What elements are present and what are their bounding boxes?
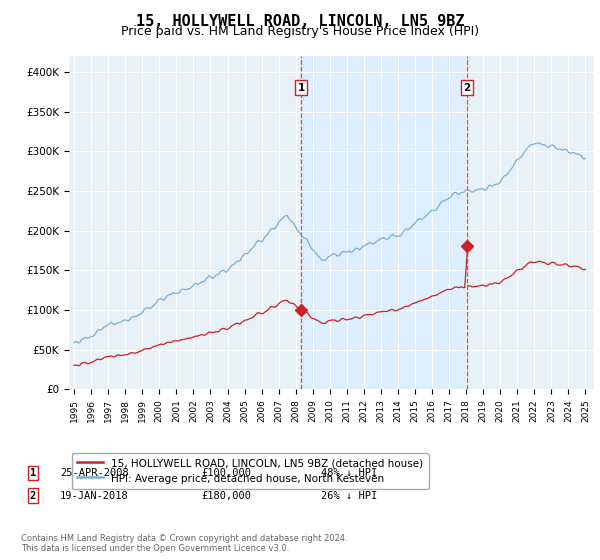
Text: 48% ↓ HPI: 48% ↓ HPI xyxy=(321,468,377,478)
Text: 1: 1 xyxy=(30,468,36,478)
Text: 19-JAN-2018: 19-JAN-2018 xyxy=(60,491,129,501)
Text: 15, HOLLYWELL ROAD, LINCOLN, LN5 9BZ: 15, HOLLYWELL ROAD, LINCOLN, LN5 9BZ xyxy=(136,14,464,29)
Text: Price paid vs. HM Land Registry's House Price Index (HPI): Price paid vs. HM Land Registry's House … xyxy=(121,25,479,38)
Text: £100,000: £100,000 xyxy=(201,468,251,478)
Legend: 15, HOLLYWELL ROAD, LINCOLN, LN5 9BZ (detached house), HPI: Average price, detac: 15, HOLLYWELL ROAD, LINCOLN, LN5 9BZ (de… xyxy=(71,452,428,489)
Bar xyxy=(301,56,467,389)
Text: 26% ↓ HPI: 26% ↓ HPI xyxy=(321,491,377,501)
Text: Contains HM Land Registry data © Crown copyright and database right 2024.
This d: Contains HM Land Registry data © Crown c… xyxy=(21,534,347,553)
Text: 1: 1 xyxy=(298,83,305,93)
Text: 25-APR-2008: 25-APR-2008 xyxy=(60,468,129,478)
Text: £180,000: £180,000 xyxy=(201,491,251,501)
Text: 2: 2 xyxy=(30,491,36,501)
Text: 2: 2 xyxy=(463,83,470,93)
